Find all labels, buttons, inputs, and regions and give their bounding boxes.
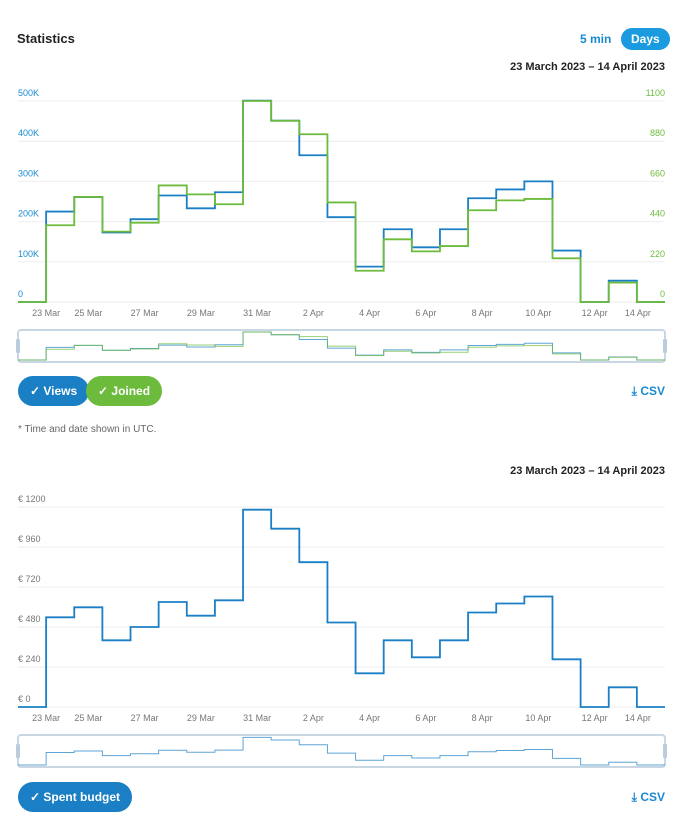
x-tick-label: 2 Apr [303, 713, 324, 723]
x-tick-label: 10 Apr [525, 713, 551, 723]
legend-joined-toggle[interactable]: ✓ Joined [86, 376, 163, 406]
y-tick-label: 400K [18, 128, 39, 138]
y-tick-label: € 240 [18, 654, 41, 664]
toggle-days[interactable]: Days [621, 28, 670, 50]
navigator-handle-left [16, 339, 20, 353]
x-tick-label: 12 Apr [582, 713, 608, 723]
download-icon: ⤓ [631, 384, 637, 398]
x-tick-label: 6 Apr [415, 713, 436, 723]
series-line-spent-budget [18, 508, 665, 708]
x-tick-label: 29 Mar [187, 308, 215, 318]
x-tick-label: 29 Mar [187, 713, 215, 723]
navigator-handle-right [663, 339, 667, 353]
x-tick-label: 27 Mar [131, 713, 159, 723]
x-tick-label: 4 Apr [359, 713, 380, 723]
navigator-handle-left [16, 744, 20, 758]
y-right-tick-label: 0 [660, 289, 665, 299]
y-tick-label: 100K [18, 249, 39, 259]
y-tick-label: 500K [18, 88, 39, 98]
x-tick-label: 27 Mar [131, 308, 159, 318]
y-tick-label: € 720 [18, 574, 41, 584]
y-tick-label: 200K [18, 209, 39, 219]
x-tick-label: 4 Apr [359, 308, 380, 318]
navigator-series-line [18, 331, 665, 361]
page-title: Statistics [17, 31, 75, 46]
navigator [17, 734, 666, 768]
legend-views-toggle[interactable]: ✓ Views [18, 376, 90, 406]
x-tick-label: 31 Mar [243, 308, 271, 318]
x-tick-label: 25 Mar [74, 308, 102, 318]
navigator-handle-right [663, 744, 667, 758]
y-tick-label: € 960 [18, 534, 41, 544]
date-range: 23 March 2023 – 14 April 2023 [510, 61, 665, 73]
navigator-series-line [18, 736, 665, 766]
x-tick-label: 23 Mar [32, 308, 60, 318]
check-icon: ✓ [30, 790, 44, 804]
series-line-joined [18, 100, 665, 303]
y-right-tick-label: 220 [650, 249, 665, 259]
x-tick-label: 12 Apr [582, 308, 608, 318]
download-icon: ⤓ [631, 790, 637, 804]
y-tick-label: € 0 [18, 694, 31, 704]
check-icon: ✓ [98, 384, 112, 398]
toggle-5min[interactable]: 5 min [580, 32, 612, 46]
x-tick-label: 14 Apr [625, 308, 651, 318]
x-tick-label: 10 Apr [525, 308, 551, 318]
y-right-tick-label: 440 [650, 209, 665, 219]
x-tick-label: 8 Apr [472, 308, 493, 318]
x-tick-label: 25 Mar [74, 713, 102, 723]
utc-note: * Time and date shown in UTC. [18, 424, 157, 435]
y-right-tick-label: 660 [650, 168, 665, 178]
y-right-tick-label: 880 [650, 128, 665, 138]
x-tick-label: 2 Apr [303, 308, 324, 318]
legend-spent-budget-toggle[interactable]: ✓ Spent budget [18, 782, 133, 812]
date-range-budget: 23 March 2023 – 14 April 2023 [510, 465, 665, 477]
y-tick-label: 0 [18, 289, 23, 299]
x-tick-label: 14 Apr [625, 713, 651, 723]
csv-download-button[interactable]: ⤓ CSV [631, 384, 665, 398]
budget-chart: € 0 € 240 € 480 € 720 € 960 € 1200 23 Mar 25 Ma… [16, 494, 667, 768]
csv-download-button-budget[interactable]: ⤓ CSV [631, 790, 665, 804]
y-tick-label: 300K [18, 168, 39, 178]
series-line-views [18, 99, 665, 303]
views-joined-chart: 0 100K 200K 300K 400K 500K 0 220 440 660 880 1100 23… [16, 88, 667, 363]
x-tick-label: 23 Mar [32, 713, 60, 723]
y-tick-label: € 480 [18, 614, 41, 624]
y-right-tick-label: 1100 [646, 88, 665, 98]
x-tick-label: 31 Mar [243, 713, 271, 723]
x-tick-label: 8 Apr [472, 713, 493, 723]
y-tick-label: € 1200 [18, 494, 46, 504]
x-tick-label: 6 Apr [415, 308, 436, 318]
check-icon: ✓ [30, 384, 44, 398]
